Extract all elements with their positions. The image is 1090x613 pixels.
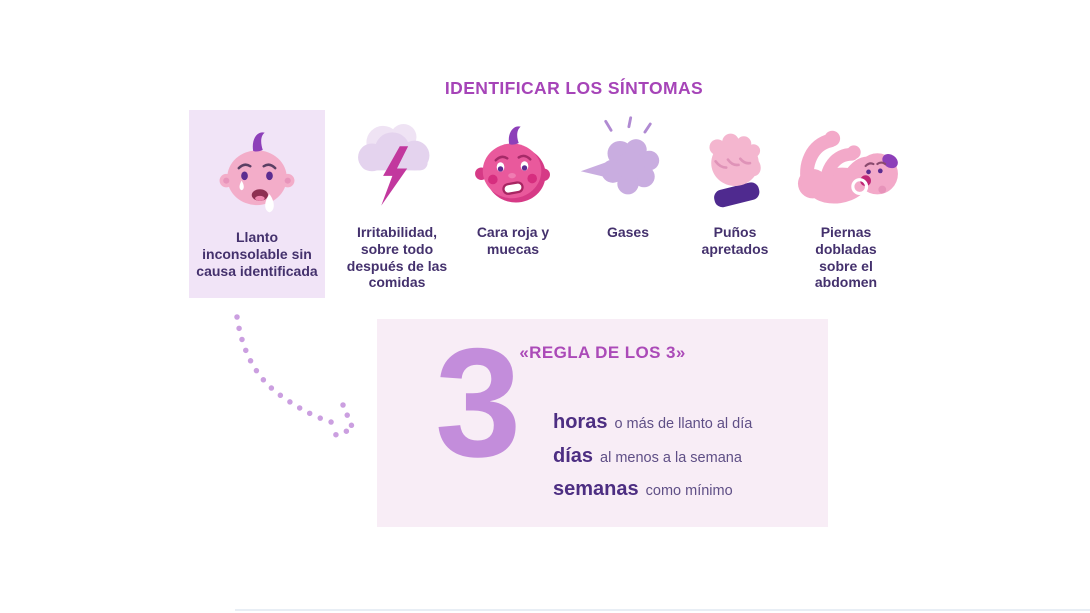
clenched-fist-icon bbox=[691, 110, 779, 215]
rule-description: como mínimo bbox=[645, 483, 733, 499]
symptom-item-gases: Gases bbox=[563, 110, 693, 241]
symptom-item-piernas: Piernas dobladas sobre el abdomen bbox=[781, 110, 911, 291]
big-number-3: 3 bbox=[435, 316, 522, 489]
dotted-arrow bbox=[234, 314, 357, 441]
symptom-label: Gases bbox=[606, 224, 650, 240]
rule-description: al menos a la semana bbox=[600, 449, 742, 466]
storm-cloud-lightning-icon bbox=[346, 110, 448, 215]
symptom-label: Llanto inconsolable sin causa identifica… bbox=[196, 229, 318, 279]
symptom-item-punos: Puños apretados bbox=[670, 110, 800, 258]
baby-legs-folded-icon bbox=[787, 110, 905, 215]
symptom-item-cara-roja: Cara roja y muecas bbox=[448, 110, 578, 258]
symptom-label: Puños apretados bbox=[701, 224, 769, 257]
rule-lines: horas o más de llanto al día días al menos… bbox=[553, 407, 752, 508]
rule-line-dias: días al menos a la semana bbox=[553, 441, 752, 475]
page-title: IDENTIFICAR LOS SÍNTOMAS bbox=[444, 78, 704, 98]
rule-description: o más de llanto al día bbox=[614, 416, 753, 432]
rule-of-3-title: «REGLA DE LOS 3» bbox=[519, 343, 686, 362]
symptom-label: Piernas dobladas sobre el abdomen bbox=[814, 224, 878, 291]
symptom-label: Irritabilidad, sobre todo después de las… bbox=[346, 224, 448, 291]
symptom-item-llanto: Llanto inconsolable sin causa identifica… bbox=[189, 110, 325, 298]
rule-keyword: horas bbox=[553, 411, 608, 433]
rule-of-3-panel: «REGLA DE LOS 3» 3 horas o más de llanto … bbox=[377, 319, 828, 527]
symptom-label: Cara roja y muecas bbox=[476, 224, 550, 257]
gas-cloud-icon bbox=[579, 110, 677, 215]
symptom-item-irritabilidad: Irritabilidad, sobre todo después de las… bbox=[332, 110, 462, 291]
crying-baby-icon bbox=[209, 110, 305, 220]
rule-line-semanas: semanas como mínimo bbox=[553, 474, 752, 508]
rule-line-horas: horas o más de llanto al día bbox=[553, 407, 752, 441]
rule-keyword: semanas bbox=[553, 478, 639, 500]
red-face-baby-icon bbox=[465, 110, 561, 215]
bottom-divider bbox=[235, 609, 1090, 611]
rule-keyword: días bbox=[553, 444, 594, 467]
